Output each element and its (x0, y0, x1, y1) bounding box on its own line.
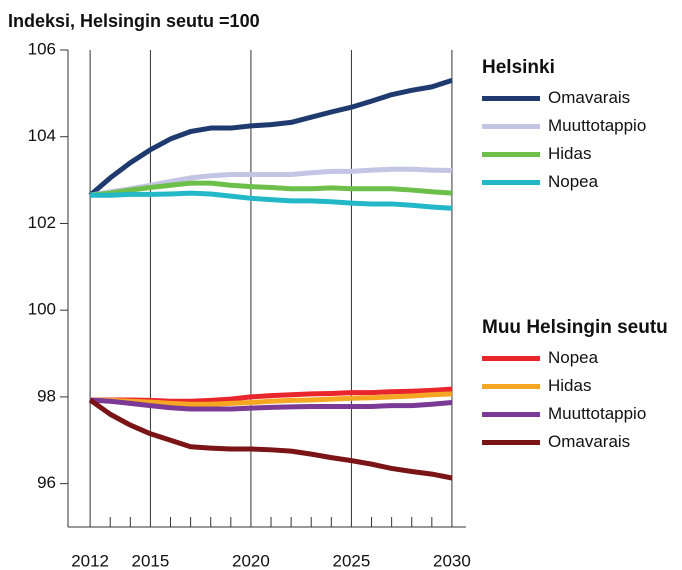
legend-swatch (482, 355, 540, 361)
legend-swatch (482, 383, 540, 389)
legend-label: Muuttotappio (548, 116, 647, 135)
y-tick-label: 100 (28, 300, 56, 319)
legend-item: Nopea (482, 344, 677, 372)
y-tick-label: 106 (28, 39, 56, 58)
x-tick-label: 2030 (433, 551, 471, 570)
y-tick-label: 96 (37, 473, 56, 492)
legend-label: Hidas (548, 144, 592, 163)
x-tick-label: 2020 (232, 551, 270, 570)
x-tick-label: 2012 (71, 551, 109, 570)
series-line (89, 180, 453, 198)
legend: Helsinki Omavarais Muuttotappio Hidas Nopea (482, 58, 677, 196)
series-line (90, 190, 453, 211)
legend-swatch (482, 439, 540, 445)
series-line (88, 397, 453, 481)
legend-item: Hidas (482, 372, 677, 400)
chart-title: Indeksi, Helsingin seutu =100 (8, 11, 260, 31)
y-tick-label: 102 (28, 213, 56, 232)
legend-swatch (482, 95, 540, 101)
legend-title: Muu Helsingin seutu (482, 317, 668, 338)
legend-label: Omavarais (548, 88, 631, 107)
legend-title: Helsinki (482, 57, 555, 78)
legend-item: Muuttotappio (482, 112, 677, 140)
legend-label: Hidas (548, 376, 592, 395)
legend-swatch (482, 123, 540, 129)
y-tick-label: 98 (37, 386, 56, 405)
series-line (90, 391, 453, 407)
legend-item: Omavarais (482, 84, 677, 112)
legend-label: Nopea (548, 172, 599, 191)
y-tick-label: 104 (28, 126, 56, 145)
legend-swatch (482, 151, 540, 157)
legend-item: Nopea (482, 168, 677, 196)
legend-label: Muuttotappio (548, 404, 647, 423)
legend-label: Omavarais (548, 432, 631, 451)
legend-swatch (482, 411, 540, 417)
legend: Muu Helsingin seutu Nopea Hidas Muuttotappi… (482, 318, 677, 456)
series-line (88, 77, 453, 198)
legend-swatch (482, 179, 540, 185)
legend-item: Omavarais (482, 428, 677, 456)
series-line (89, 397, 453, 412)
legend-item: Hidas (482, 140, 677, 168)
x-tick-label: 2015 (132, 551, 170, 570)
legend-item: Muuttotappio (482, 400, 677, 428)
x-tick-label: 2025 (333, 551, 371, 570)
legend-label: Nopea (548, 348, 599, 367)
